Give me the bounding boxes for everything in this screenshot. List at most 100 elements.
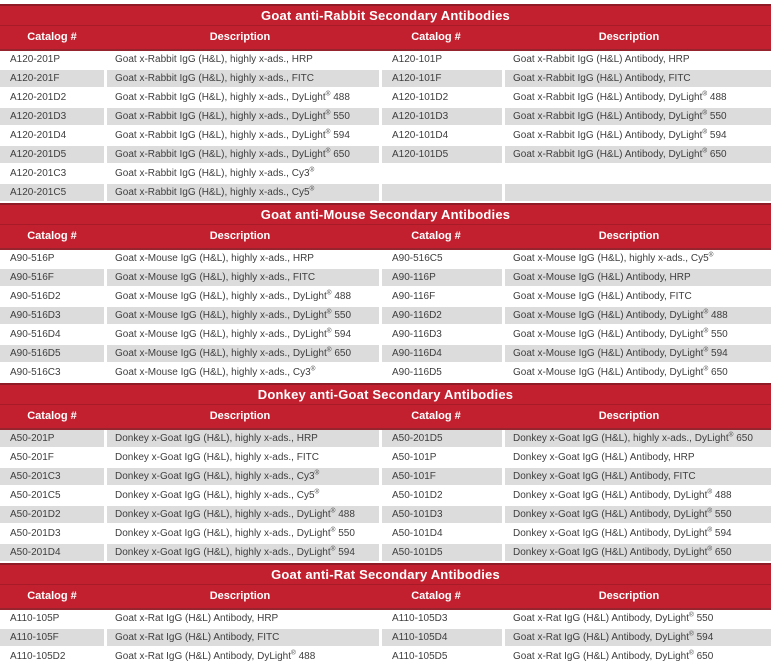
table-row: A110-105P Goat x-Rat IgG (H&L) Antibody, … [0, 610, 771, 629]
description-cell: Goat x-Mouse IgG (H&L), highly x-ads., C… [107, 364, 379, 383]
table-row: A50-201C5 Donkey x-Goat IgG (H&L), highly… [0, 487, 771, 506]
catalog-number-cell: A50-101D3 [382, 506, 502, 525]
antibody-section: Donkey anti-Goat Secondary Antibodies Cat… [0, 383, 771, 563]
table-row: A90-516F Goat x-Mouse IgG (H&L), highly x… [0, 269, 771, 288]
description-cell: Donkey x-Goat IgG (H&L), highly x-ads., … [107, 506, 379, 525]
table-row: A120-201D5 Goat x-Rabbit IgG (H&L), highl… [0, 146, 771, 165]
header-cell-description: Description [209, 230, 271, 242]
header-cell-catalog: Catalog # [411, 31, 461, 43]
catalog-number-cell: A90-116D3 [382, 326, 502, 345]
description-cell: Donkey x-Goat IgG (H&L), highly x-ads., … [107, 430, 379, 449]
header-cell-catalog: Catalog # [27, 590, 77, 602]
description-cell: Goat x-Rabbit IgG (H&L), highly x-ads., … [107, 51, 379, 70]
catalog-number-cell: A90-516D5 [0, 345, 104, 364]
description-cell: Goat x-Rat IgG (H&L) Antibody, FITC [107, 629, 379, 648]
description-cell: Goat x-Rabbit IgG (H&L) Antibody, DyLigh… [505, 108, 771, 127]
table-row: A50-201P Donkey x-Goat IgG (H&L), highly … [0, 430, 771, 449]
table-row: A50-201F Donkey x-Goat IgG (H&L), highly … [0, 449, 771, 468]
section-title-banner: Goat anti-Rabbit Secondary Antibodies [0, 4, 771, 26]
description-cell: Goat x-Rabbit IgG (H&L), highly x-ads., … [107, 146, 379, 165]
catalog-number-cell: A110-105D5 [382, 648, 502, 667]
catalog-number-cell: A50-201C3 [0, 468, 104, 487]
antibody-section: Goat anti-Rat Secondary Antibodies Catalo… [0, 563, 771, 667]
catalog-number-cell: A90-516D4 [0, 326, 104, 345]
description-cell: Goat x-Rat IgG (H&L) Antibody, DyLight® … [505, 648, 771, 667]
section-title-banner: Donkey anti-Goat Secondary Antibodies [0, 383, 771, 405]
header-cell-description: Description [209, 590, 271, 602]
table-row: A50-201D3 Donkey x-Goat IgG (H&L), highly… [0, 525, 771, 544]
description-cell: Goat x-Rabbit IgG (H&L) Antibody, DyLigh… [505, 89, 771, 108]
table-row: A120-201F Goat x-Rabbit IgG (H&L), highly… [0, 70, 771, 89]
description-cell: Goat x-Mouse IgG (H&L), highly x-ads., D… [107, 288, 379, 307]
description-cell: Goat x-Rabbit IgG (H&L), highly x-ads., … [107, 108, 379, 127]
catalog-number-cell: A90-116D5 [382, 364, 502, 383]
catalog-number-cell: A120-201D2 [0, 89, 104, 108]
catalog-number-cell: A120-101D5 [382, 146, 502, 165]
table-row: A120-201D3 Goat x-Rabbit IgG (H&L), highl… [0, 108, 771, 127]
header-cell-catalog: Catalog # [411, 590, 461, 602]
header-cell-description: Description [209, 31, 271, 43]
description-cell: Donkey x-Goat IgG (H&L) Antibody, DyLigh… [505, 506, 771, 525]
catalog-number-cell: A120-101D3 [382, 108, 502, 127]
antibody-section: Goat anti-Mouse Secondary Antibodies Cata… [0, 203, 771, 383]
catalog-number-cell: A50-101D5 [382, 544, 502, 563]
description-cell: Donkey x-Goat IgG (H&L), highly x-ads., … [107, 544, 379, 563]
description-cell: Donkey x-Goat IgG (H&L), highly x-ads., … [107, 468, 379, 487]
description-cell: Donkey x-Goat IgG (H&L) Antibody, DyLigh… [505, 525, 771, 544]
description-cell: Goat x-Mouse IgG (H&L) Antibody, DyLight… [505, 307, 771, 326]
catalog-number-cell: A90-116F [382, 288, 502, 307]
table-row: A120-201D4 Goat x-Rabbit IgG (H&L), highl… [0, 127, 771, 146]
catalog-number-cell: A50-201C5 [0, 487, 104, 506]
catalog-number-cell: A110-105D4 [382, 629, 502, 648]
catalog-number-cell: A90-116D4 [382, 345, 502, 364]
catalog-number-cell: A50-201D5 [382, 430, 502, 449]
catalog-number-cell: A90-516C5 [382, 250, 502, 269]
description-cell: Goat x-Rabbit IgG (H&L), highly x-ads., … [107, 184, 379, 203]
catalog-number-cell: A120-201D4 [0, 127, 104, 146]
catalog-number-cell: A90-116D2 [382, 307, 502, 326]
table-row: A90-516D2 Goat x-Mouse IgG (H&L), highly … [0, 288, 771, 307]
description-cell: Donkey x-Goat IgG (H&L), highly x-ads., … [505, 430, 771, 449]
description-cell: Goat x-Rabbit IgG (H&L), highly x-ads., … [107, 70, 379, 89]
table-row: A120-201C3 Goat x-Rabbit IgG (H&L), highl… [0, 165, 771, 184]
description-cell: Goat x-Rabbit IgG (H&L), highly x-ads., … [107, 89, 379, 108]
catalog-number-cell: A120-101D4 [382, 127, 502, 146]
description-cell: Goat x-Mouse IgG (H&L) Antibody, DyLight… [505, 345, 771, 364]
header-cell-description: Description [598, 31, 660, 43]
description-cell: Goat x-Rabbit IgG (H&L) Antibody, HRP [505, 51, 771, 70]
table-row: A50-201D4 Donkey x-Goat IgG (H&L), highly… [0, 544, 771, 563]
description-cell: Donkey x-Goat IgG (H&L), highly x-ads., … [107, 525, 379, 544]
header-cell-description: Description [598, 590, 660, 602]
description-cell: Goat x-Mouse IgG (H&L) Antibody, DyLight… [505, 326, 771, 345]
description-cell: Goat x-Mouse IgG (H&L), highly x-ads., C… [505, 250, 771, 269]
description-cell: Goat x-Rat IgG (H&L) Antibody, HRP [107, 610, 379, 629]
section-title-banner: Goat anti-Rat Secondary Antibodies [0, 563, 771, 585]
description-cell: Donkey x-Goat IgG (H&L) Antibody, HRP [505, 449, 771, 468]
catalog-number-cell: A90-516C3 [0, 364, 104, 383]
description-cell: Goat x-Rabbit IgG (H&L), highly x-ads., … [107, 165, 379, 184]
catalog-number-cell: A120-201D3 [0, 108, 104, 127]
table-row: A90-516D3 Goat x-Mouse IgG (H&L), highly … [0, 307, 771, 326]
catalog-number-cell: A120-201P [0, 51, 104, 70]
catalog-number-cell: A120-201C5 [0, 184, 104, 203]
catalog-number-cell: A110-105P [0, 610, 104, 629]
description-cell: Goat x-Mouse IgG (H&L), highly x-ads., F… [107, 269, 379, 288]
catalog-number-cell: A50-201D3 [0, 525, 104, 544]
catalog-number-cell: A50-201D4 [0, 544, 104, 563]
description-cell: Goat x-Mouse IgG (H&L) Antibody, DyLight… [505, 364, 771, 383]
table-row: A110-105D2 Goat x-Rat IgG (H&L) Antibody,… [0, 648, 771, 667]
catalog-number-cell: A50-101D4 [382, 525, 502, 544]
description-cell: Goat x-Mouse IgG (H&L), highly x-ads., D… [107, 326, 379, 345]
table-row: A110-105F Goat x-Rat IgG (H&L) Antibody, … [0, 629, 771, 648]
header-cell-catalog: Catalog # [27, 410, 77, 422]
description-cell: Goat x-Rabbit IgG (H&L) Antibody, FITC [505, 70, 771, 89]
catalog-number-cell: A90-516P [0, 250, 104, 269]
column-header-row: Catalog # Description Catalog # Description [0, 405, 771, 430]
catalog-number-cell: A120-101F [382, 70, 502, 89]
description-cell: Goat x-Rat IgG (H&L) Antibody, DyLight® … [107, 648, 379, 667]
header-cell-description: Description [598, 410, 660, 422]
table-row: A120-201D2 Goat x-Rabbit IgG (H&L), highl… [0, 89, 771, 108]
header-cell-catalog: Catalog # [411, 410, 461, 422]
table-row: A90-516P Goat x-Mouse IgG (H&L), highly x… [0, 250, 771, 269]
